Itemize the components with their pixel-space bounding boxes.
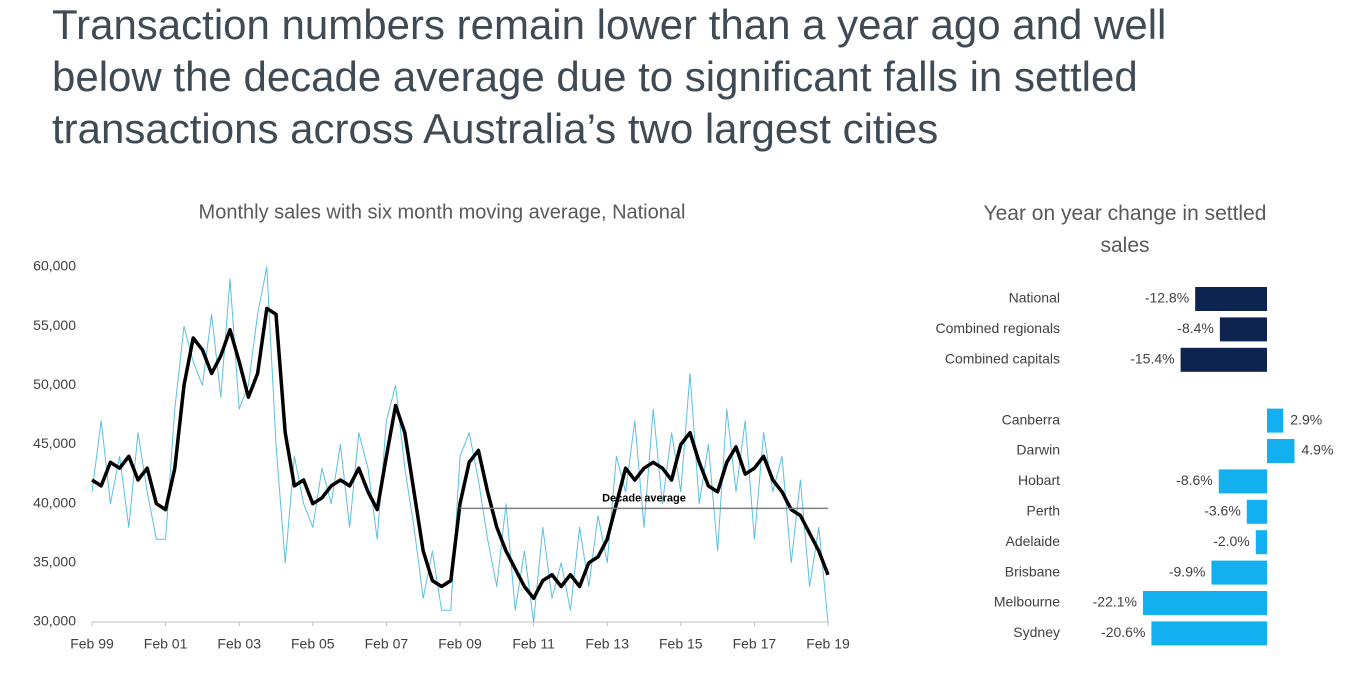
series-line xyxy=(91,266,829,623)
bar xyxy=(1267,408,1284,433)
x-tick-label: Feb 19 xyxy=(806,636,850,652)
slide-title: below the decade average due to signific… xyxy=(52,53,1138,100)
y-tick-label: 40,000 xyxy=(33,494,76,510)
y-tick-label: 35,000 xyxy=(33,554,76,570)
y-tick-label: 60,000 xyxy=(33,258,76,274)
category-label: Melbourne xyxy=(994,594,1060,610)
bar xyxy=(1255,530,1267,555)
x-tick-label: Feb 03 xyxy=(217,636,261,652)
bar xyxy=(1246,499,1267,524)
category-label: Combined capitals xyxy=(945,351,1060,367)
x-tick-label: Feb 15 xyxy=(659,636,703,652)
y-tick-label: 50,000 xyxy=(33,376,76,392)
category-label: Sydney xyxy=(1013,624,1060,640)
value-label: -3.6% xyxy=(1204,503,1241,519)
value-label: -15.4% xyxy=(1130,351,1174,367)
category-label: National xyxy=(1009,290,1060,306)
bar xyxy=(1218,469,1267,494)
category-label: Brisbane xyxy=(1005,563,1060,579)
value-label: -8.4% xyxy=(1177,320,1214,336)
bar xyxy=(1180,347,1267,372)
bar xyxy=(1211,560,1267,585)
category-label: Perth xyxy=(1027,503,1060,519)
x-tick-label: Feb 07 xyxy=(365,636,409,652)
value-label: -2.0% xyxy=(1213,533,1250,549)
bar xyxy=(1143,591,1267,615)
category-label: Canberra xyxy=(1002,411,1061,427)
chart-title: Year on year change in settled sales xyxy=(983,202,1267,257)
bar xyxy=(1267,439,1295,463)
x-tick-label: Feb 13 xyxy=(585,636,629,652)
category-label: Darwin xyxy=(1016,442,1060,458)
bar xyxy=(1219,317,1267,342)
x-tick-label: Feb 05 xyxy=(291,636,335,652)
value-label: -8.6% xyxy=(1176,472,1213,488)
bar xyxy=(1151,621,1267,646)
x-tick-label: Feb 11 xyxy=(512,636,555,652)
y-tick-label: 55,000 xyxy=(33,317,76,333)
value-label: -22.1% xyxy=(1093,594,1137,610)
value-label: -12.8% xyxy=(1145,290,1189,306)
category-label: Combined regionals xyxy=(935,320,1060,336)
x-tick-label: Feb 99 xyxy=(70,636,114,652)
y-tick-label: 30,000 xyxy=(33,613,76,629)
slide-title: transactions across Australia’s two larg… xyxy=(52,105,938,152)
series-line xyxy=(91,306,830,601)
chart-title: Monthly sales with six month moving aver… xyxy=(199,201,686,223)
x-tick-label: Feb 17 xyxy=(733,636,777,652)
annotation: Decade average xyxy=(602,492,686,504)
value-label: 4.9% xyxy=(1301,442,1333,458)
y-tick-label: 45,000 xyxy=(33,435,76,451)
category-label: Hobart xyxy=(1018,472,1060,488)
category-label: Adelaide xyxy=(1006,533,1061,549)
x-tick-label: Feb 01 xyxy=(144,636,188,652)
bar xyxy=(1195,287,1267,311)
value-label: -9.9% xyxy=(1169,563,1206,579)
x-tick-label: Feb 09 xyxy=(438,636,482,652)
slide-title: Transaction numbers remain lower than a … xyxy=(52,1,1166,48)
value-label: -20.6% xyxy=(1101,624,1145,640)
value-label: 2.9% xyxy=(1290,411,1322,427)
